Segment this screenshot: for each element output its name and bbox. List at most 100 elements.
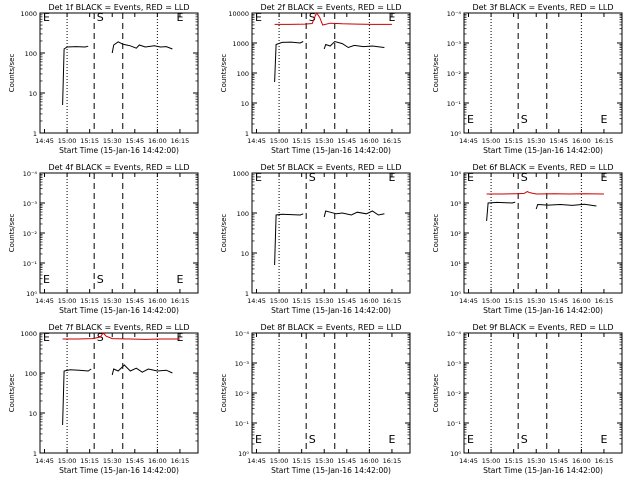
plot-title: Det 1f BLACK = Events, RED = LLD <box>48 3 189 12</box>
x-tick-label: 16:15 <box>383 457 402 465</box>
series-events <box>62 368 92 426</box>
y-tick-label: 10⁻¹ <box>23 260 38 268</box>
plot-frame <box>39 172 199 294</box>
plot-frame <box>39 332 199 454</box>
y-tick-label: 1000 <box>20 330 37 338</box>
x-tick-label: 15:00 <box>270 137 289 145</box>
x-tick-label: 15:45 <box>337 297 356 305</box>
y-tick-label: 10⁰ <box>450 450 461 458</box>
y-tick-label: 10⁻³ <box>235 360 250 368</box>
y-tick-label: 10⁰ <box>450 290 461 298</box>
x-tick-label: 15:15 <box>504 137 523 145</box>
y-tick-label: 10⁻² <box>447 70 462 78</box>
x-axis-label: Start Time (15-Jan-16 14:42:00) <box>271 146 391 155</box>
y-tick-label: 1 <box>245 290 249 298</box>
y-tick-label: 10⁻² <box>235 390 250 398</box>
series-events <box>274 213 304 266</box>
y-tick-label: 10⁻⁴ <box>235 330 250 338</box>
y-tick-label: 10⁻⁴ <box>447 330 462 338</box>
x-axis-label: Start Time (15-Jan-16 14:42:00) <box>59 306 179 315</box>
y-tick-label: 1000 <box>20 10 37 18</box>
x-tick-label: 14:45 <box>459 297 478 305</box>
marker-S: S <box>309 433 316 446</box>
series-events <box>111 364 173 376</box>
plot-det4f: Det 4f BLACK = Events, RED = LLD Counts/s… <box>8 163 199 315</box>
x-tick-label: 16:00 <box>148 297 167 305</box>
x-tick-label: 15:45 <box>337 137 356 145</box>
plot-det2f: Det 2f BLACK = Events, RED = LLD Counts/s… <box>220 3 411 155</box>
y-tick-label: 10⁻² <box>23 230 38 238</box>
y-tick-label: 10⁰ <box>26 290 37 298</box>
plot-frame <box>463 172 623 294</box>
y-axis-label: Counts/sec <box>8 54 16 93</box>
y-tick-label: 1000 <box>232 40 249 48</box>
x-tick-label: 16:15 <box>171 137 190 145</box>
x-tick-label: 15:45 <box>125 137 144 145</box>
y-tick-label: 100 <box>25 370 37 378</box>
marker-E: E <box>255 11 262 24</box>
x-tick-label: 16:15 <box>383 297 402 305</box>
marker-E: E <box>467 113 474 126</box>
x-tick-label: 15:00 <box>482 297 501 305</box>
marker-S: S <box>521 171 528 184</box>
x-tick-label: 15:00 <box>482 137 501 145</box>
x-axis-label: Start Time (15-Jan-16 14:42:00) <box>59 466 179 475</box>
y-tick-label: 10⁻⁴ <box>23 170 38 178</box>
plot-frame <box>251 332 411 454</box>
x-tick-label: 16:00 <box>148 457 167 465</box>
marker-E: E <box>467 171 474 184</box>
y-tick-label: 1000 <box>232 170 249 178</box>
marker-S: S <box>521 113 528 126</box>
y-tick-label: 10 <box>29 90 37 98</box>
x-axis-label: Start Time (15-Jan-16 14:42:00) <box>483 306 603 315</box>
y-tick-label: 10 <box>29 410 37 418</box>
y-tick-label: 10² <box>450 230 461 238</box>
x-tick-label: 15:30 <box>103 457 122 465</box>
x-tick-label: 15:45 <box>549 297 568 305</box>
y-tick-label: 10⁻⁴ <box>447 10 462 18</box>
y-tick-label: 10⁻³ <box>23 200 38 208</box>
x-axis-label: Start Time (15-Jan-16 14:42:00) <box>59 146 179 155</box>
y-tick-label: 10 <box>241 100 249 108</box>
plot-title: Det 9f BLACK = Events, RED = LLD <box>472 323 613 332</box>
marker-E: E <box>388 171 395 184</box>
y-tick-label: 100 <box>237 210 249 218</box>
y-tick-label: 10⁻² <box>447 390 462 398</box>
y-axis-label: Counts/sec <box>220 54 228 93</box>
x-tick-label: 16:00 <box>148 137 167 145</box>
marker-S: S <box>97 273 104 286</box>
x-tick-label: 15:45 <box>125 457 144 465</box>
series-events <box>486 201 516 222</box>
series-events <box>535 203 597 210</box>
x-tick-label: 15:15 <box>80 137 99 145</box>
y-tick-label: 10⁻¹ <box>235 420 250 428</box>
marker-E: E <box>43 331 50 344</box>
x-tick-label: 16:00 <box>360 457 379 465</box>
series-lld <box>274 12 392 26</box>
marker-E: E <box>600 113 607 126</box>
y-tick-label: 1 <box>33 130 37 138</box>
y-axis-label: Counts/sec <box>220 214 228 253</box>
plot-title: Det 5f BLACK = Events, RED = LLD <box>260 163 401 172</box>
marker-S: S <box>309 11 316 24</box>
plot-title: Det 4f BLACK = Events, RED = LLD <box>48 163 189 172</box>
plot-det6f: Det 6f BLACK = Events, RED = LLD Counts/s… <box>432 163 623 315</box>
x-tick-label: 15:15 <box>504 297 523 305</box>
series-events <box>62 45 89 106</box>
x-tick-label: 15:30 <box>527 297 546 305</box>
series-events <box>323 40 385 50</box>
marker-S: S <box>97 11 104 24</box>
y-tick-label: 1 <box>33 450 37 458</box>
plot-det5f: Det 5f BLACK = Events, RED = LLD Counts/s… <box>220 163 411 315</box>
x-tick-label: 15:00 <box>482 457 501 465</box>
marker-E: E <box>176 273 183 286</box>
y-tick-label: 10⁻¹ <box>447 100 462 108</box>
plot-frame <box>251 172 411 294</box>
x-tick-label: 15:15 <box>504 457 523 465</box>
y-tick-label: 10¹ <box>450 260 461 268</box>
plot-title: Det 7f BLACK = Events, RED = LLD <box>48 323 189 332</box>
x-tick-label: 14:45 <box>247 457 266 465</box>
plot-frame <box>251 12 411 134</box>
x-tick-label: 14:45 <box>459 457 478 465</box>
